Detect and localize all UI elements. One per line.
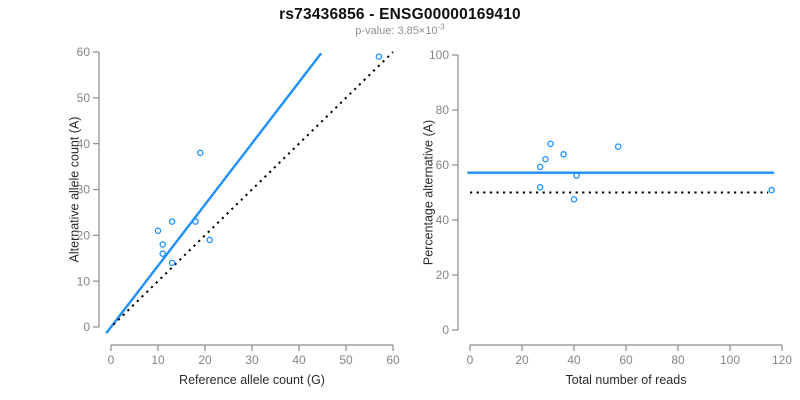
data-point: [168, 218, 176, 225]
x-axis: 0 10 20 30 40 50 60 Reference allele count (G): [108, 344, 400, 387]
y-tick-label: 20: [436, 268, 450, 282]
y-tick-label: 40: [436, 213, 450, 227]
x-tick-label: 0: [467, 353, 474, 367]
data-point: [542, 155, 549, 163]
data-point: [614, 143, 622, 150]
x-tick-label: 40: [292, 353, 306, 367]
data-point: [375, 53, 383, 60]
p-value-mantissa: 3.85: [397, 25, 419, 37]
x-tick-label: 50: [339, 353, 353, 367]
y-tick-label: 0: [83, 320, 90, 334]
data-point: [768, 186, 775, 194]
x-tick-label: 40: [567, 353, 581, 367]
x-tick-label: 0: [108, 353, 115, 367]
data-point: [206, 236, 213, 244]
y-tick-label: 50: [77, 91, 91, 105]
x-tick-label: 80: [671, 353, 685, 367]
data-point: [570, 196, 578, 203]
y-tick-label: 20: [77, 229, 91, 243]
x-tick-label: 20: [515, 353, 529, 367]
data-point: [536, 184, 544, 191]
data-point: [159, 250, 166, 257]
x-tick-label: 100: [720, 353, 740, 367]
y-tick-label: 80: [436, 103, 450, 117]
data-point: [154, 227, 162, 234]
data-point: [536, 163, 544, 171]
right-scatter-panel: 0 20 40 60 80 100 Percentage alternative (A) 0 2…: [421, 48, 792, 387]
data-point: [573, 172, 580, 179]
y-axis: 0 20 40 60 80 100 Percentage alternative (A): [421, 48, 459, 337]
x-tick-label: 120: [772, 353, 792, 367]
y-axis: 0 10 20 30 40 50 60 Alternative allele count (A…: [67, 45, 100, 334]
y-tick-label: 60: [77, 45, 91, 59]
data-point: [197, 149, 204, 157]
left-scatter-panel: 0 10 20 30 40 50 60 Alternative allele count (A…: [67, 45, 400, 387]
data-point: [159, 241, 166, 248]
y-tick-label: 0: [442, 323, 449, 337]
x-axis: 0 20 40 60 80 100 120 Total number of reads: [467, 344, 792, 387]
p-value-prefix: p-value:: [355, 25, 398, 37]
plot-title: rs73436856 - ENSG00000169410: [279, 6, 521, 23]
x-axis-label: Total number of reads: [566, 373, 687, 387]
fit-line: [105, 52, 323, 334]
data-point: [560, 151, 567, 158]
data-point: [168, 259, 176, 267]
data-point: [547, 140, 554, 148]
p-value-exponent: -3: [437, 22, 445, 32]
data-points: [536, 140, 775, 203]
data-point: [192, 218, 199, 225]
x-tick-label: 60: [386, 353, 400, 367]
y-tick-label: 40: [77, 137, 91, 151]
data-points: [154, 53, 383, 267]
x-tick-label: 10: [151, 353, 165, 367]
y-tick-label: 30: [77, 183, 91, 197]
y-tick-label: 10: [77, 274, 91, 288]
plot-subtitle: p-value: 3.85×10-3: [0, 22, 800, 37]
y-axis-label: Alternative allele count (A): [67, 117, 81, 263]
p-value-times-ten: ×10: [418, 25, 438, 37]
y-tick-label: 60: [436, 158, 450, 172]
x-tick-label: 20: [198, 353, 212, 367]
x-tick-label: 60: [619, 353, 633, 367]
y-tick-label: 100: [429, 48, 449, 62]
y-axis-label: Percentage alternative (A): [421, 120, 435, 265]
x-tick-label: 30: [245, 353, 259, 367]
x-axis-label: Reference allele count (G): [179, 373, 325, 387]
identity-line: [112, 51, 394, 326]
